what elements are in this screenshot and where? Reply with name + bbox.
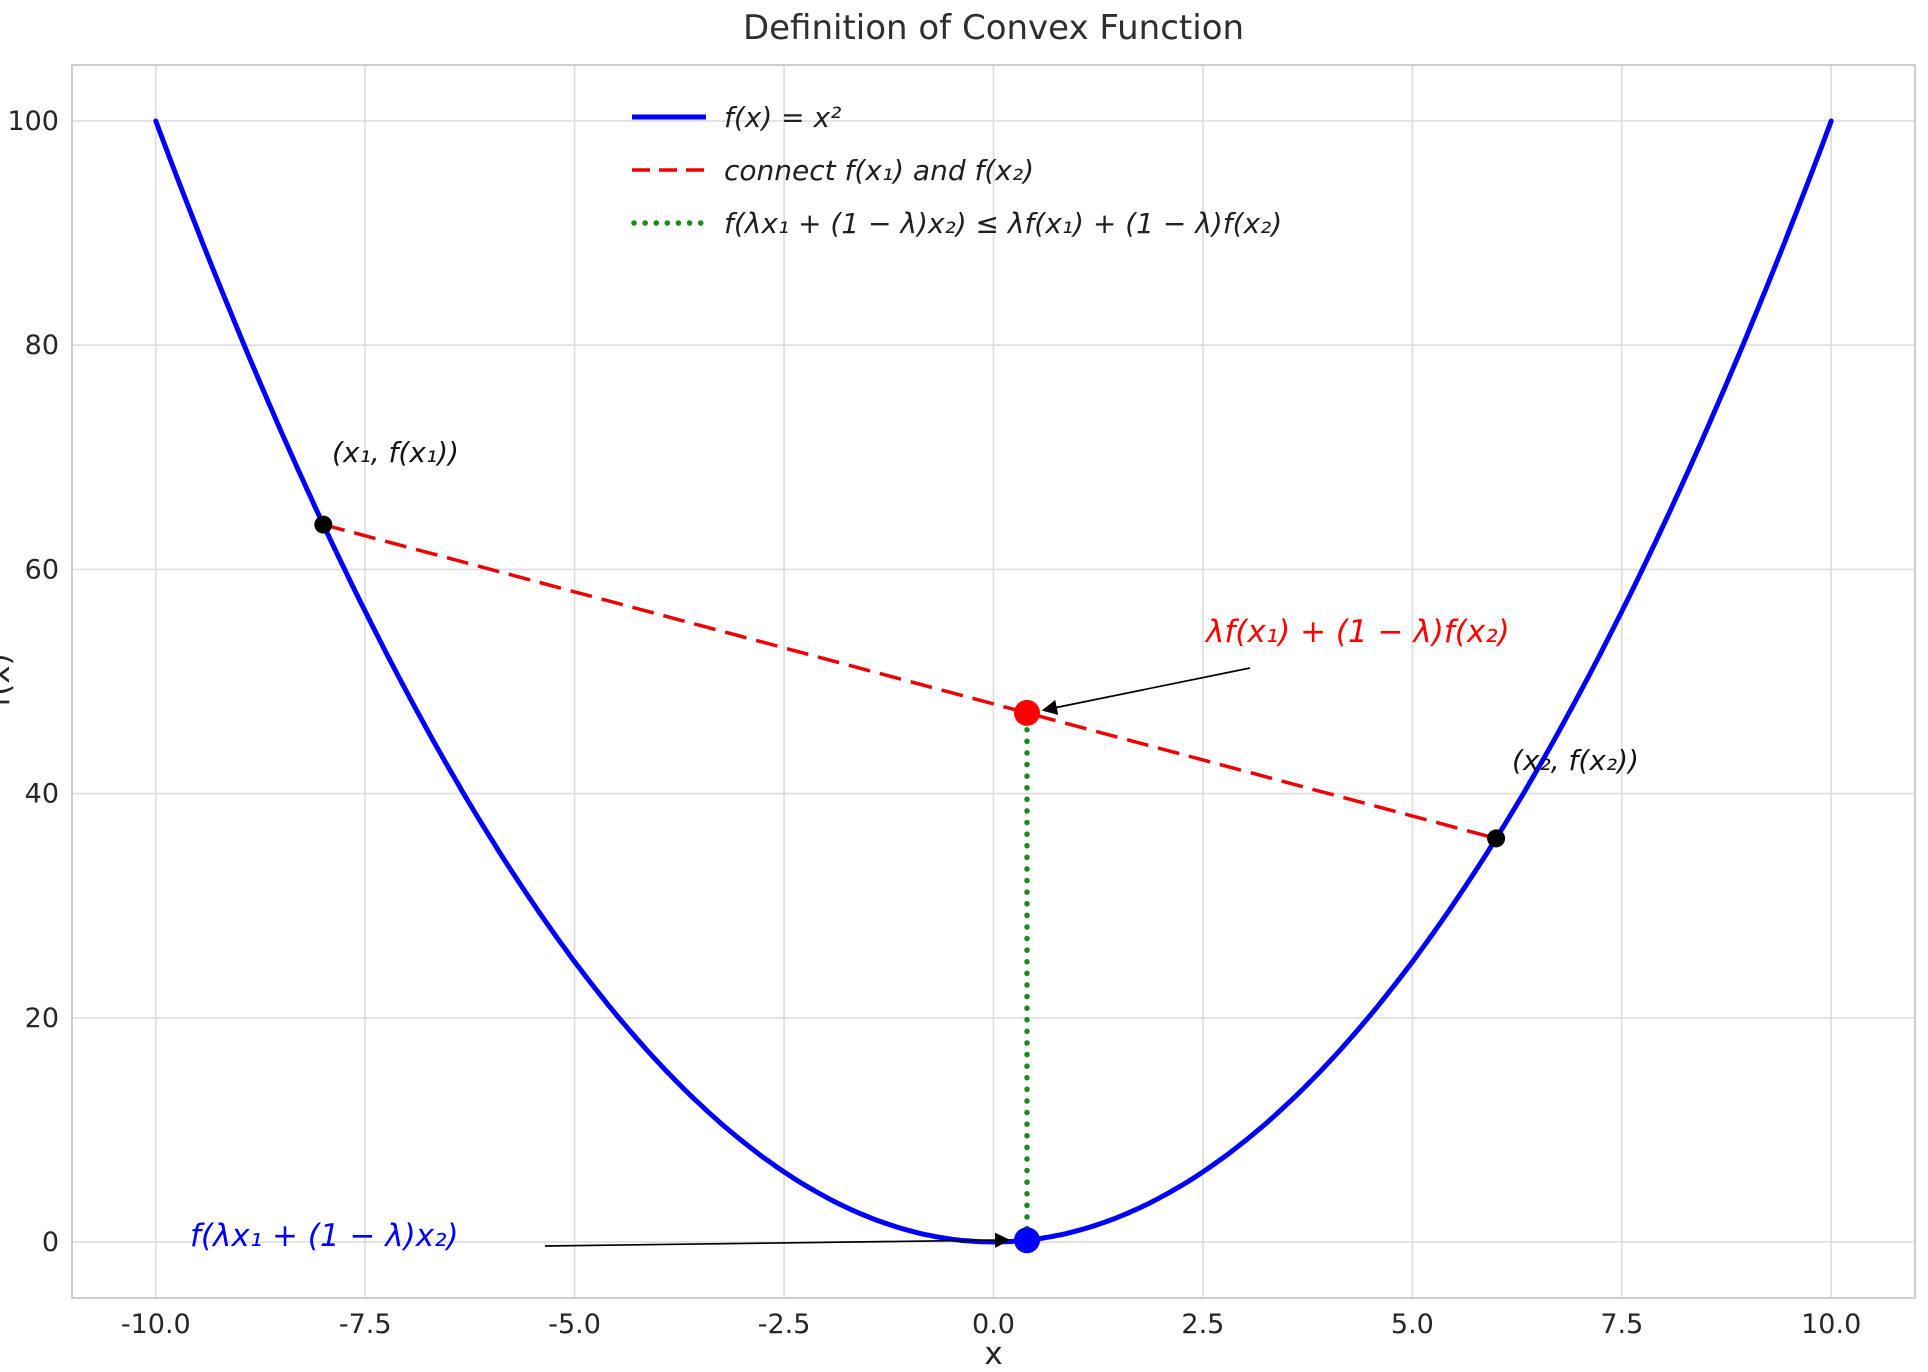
legend: f(x) = x² connect f(x₁) and f(x₂) f(λx₁ …	[630, 96, 1282, 244]
annotation-arrow-upper	[1041, 667, 1251, 715]
y-tick-label: 20	[25, 1003, 59, 1034]
point-label-x1: (x₁, f(x₁))	[332, 436, 459, 469]
legend-label-curve: f(x) = x²	[724, 100, 842, 134]
legend-item-curve: f(x) = x²	[630, 96, 1282, 138]
point-label-x2: (x₂, f(x₂))	[1512, 744, 1639, 777]
legend-solid-line-icon	[632, 114, 706, 120]
x-tick-label: -10.0	[121, 1309, 191, 1340]
annotation-arrow-lower	[544, 1232, 1011, 1248]
x-tick-label: -2.5	[758, 1309, 811, 1340]
legend-item-chord: connect f(x₁) and f(x₂)	[630, 149, 1282, 191]
x-axis-label: x	[984, 1336, 1002, 1372]
chart-title: Definition of Convex Function	[742, 8, 1245, 48]
x-tick-label: 2.5	[1181, 1309, 1224, 1340]
chord-line	[322, 522, 1497, 841]
x-tick-label: 0.0	[972, 1309, 1015, 1340]
legend-label-inequality: f(λx₁ + (1 − λ)x₂) ≤ λf(x₁) + (1 − λ)f(x…	[724, 206, 1283, 240]
y-tick-label: 40	[25, 779, 59, 810]
y-axis-label: f(x)	[0, 653, 17, 706]
y-tick-label: 0	[42, 1227, 59, 1258]
legend-label-chord: connect f(x₁) and f(x₂)	[724, 153, 1034, 187]
y-tick-label: 100	[7, 106, 59, 137]
plot-frame	[71, 64, 1916, 1299]
curve-f-of-x	[153, 118, 1834, 1245]
x-tick-label: 10.0	[1801, 1309, 1861, 1340]
legend-item-inequality: f(λx₁ + (1 − λ)x₂) ≤ λf(x₁) + (1 − λ)f(x…	[630, 202, 1282, 244]
y-tick-label: 60	[25, 554, 59, 585]
data-point	[1014, 699, 1040, 726]
annotation-function-at-combination: f(λx₁ + (1 − λ)x₂)	[190, 1218, 459, 1254]
data-point	[1014, 1227, 1040, 1254]
annotation-weighted-average: λf(x₁) + (1 − λ)f(x₂)	[1206, 614, 1510, 650]
data-point	[314, 515, 333, 534]
data-point	[1487, 829, 1506, 848]
legend-dotted-line-icon	[631, 220, 708, 226]
x-tick-label: 7.5	[1600, 1309, 1643, 1340]
x-tick-label: -5.0	[548, 1309, 601, 1340]
legend-dashed-line-icon	[632, 168, 706, 172]
x-tick-label: 5.0	[1391, 1309, 1434, 1340]
y-tick-label: 80	[25, 330, 59, 361]
x-tick-label: -7.5	[339, 1309, 392, 1340]
